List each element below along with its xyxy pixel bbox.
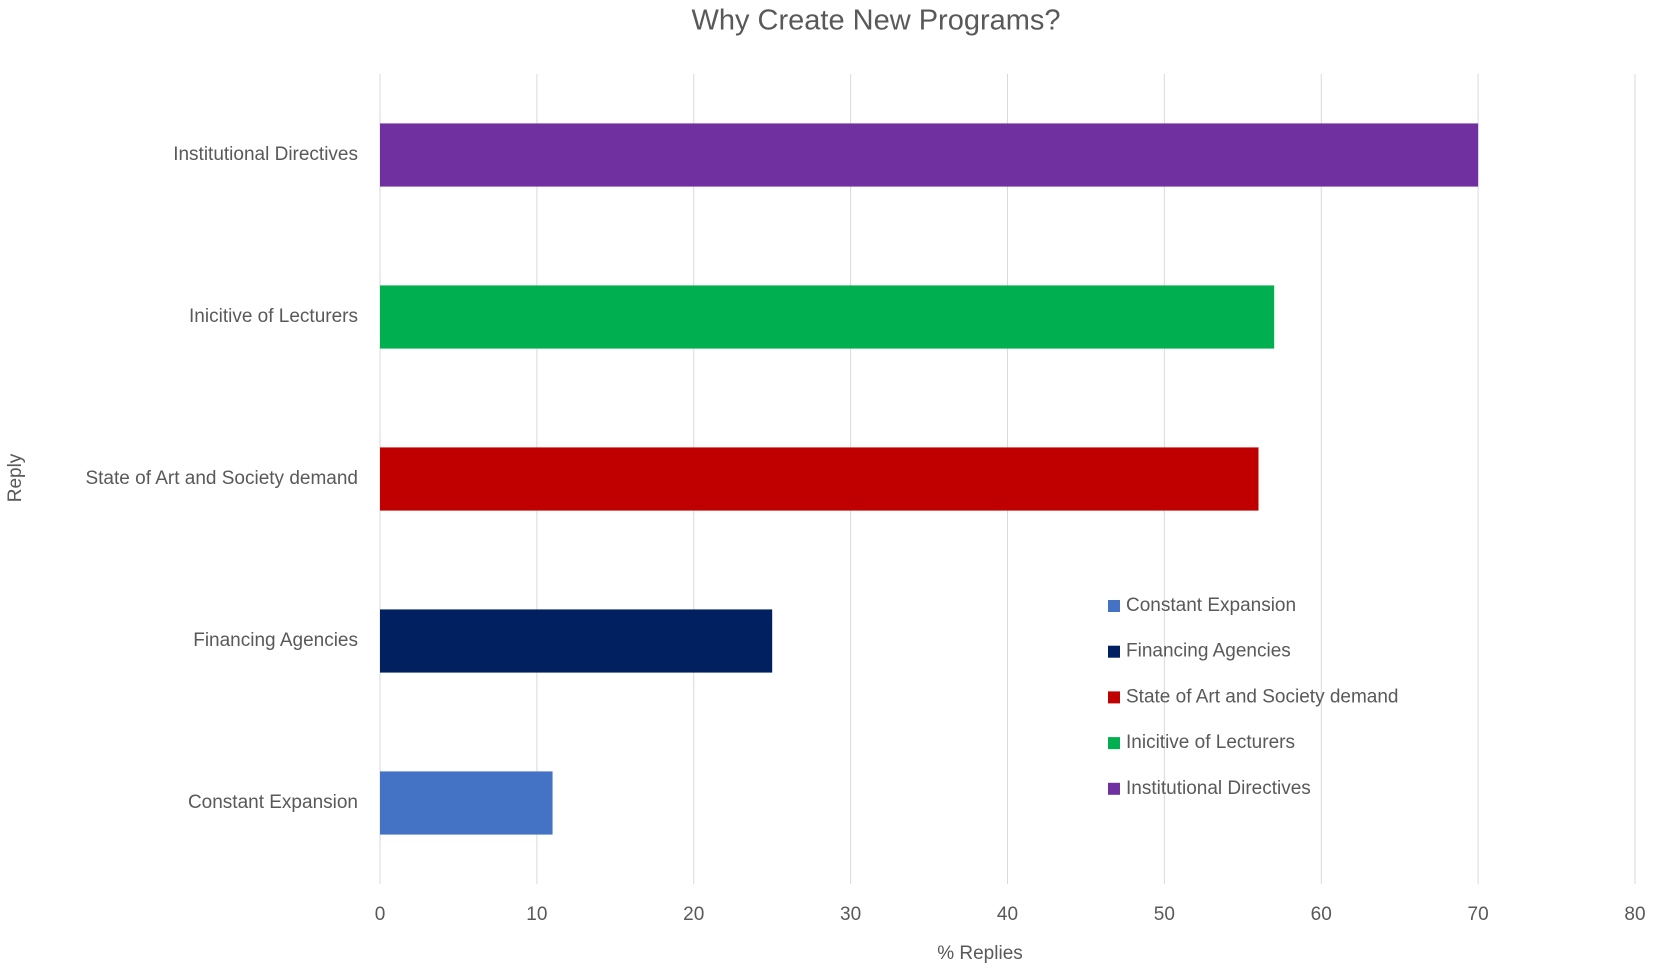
bar — [380, 609, 773, 673]
legend-label: Financing Agencies — [1126, 641, 1291, 662]
legend-label: Institutional Directives — [1126, 778, 1311, 799]
bar — [380, 285, 1275, 349]
legend-swatch — [1108, 737, 1120, 750]
legend-swatch — [1108, 645, 1120, 658]
legend-swatch — [1108, 600, 1120, 612]
x-tick-label: 60 — [1311, 904, 1332, 925]
x-tick-label: 30 — [840, 904, 861, 925]
chart-title: Why Create New Programs? — [691, 5, 1060, 37]
y-tick-label: Institutional Directives — [173, 144, 358, 165]
x-tick-label: 10 — [526, 904, 547, 925]
bar — [380, 123, 1479, 187]
x-tick-label: 40 — [997, 904, 1018, 925]
legend-swatch — [1108, 782, 1120, 795]
y-tick-label: Inicitive of Lecturers — [189, 306, 358, 327]
y-tick-label: State of Art and Society demand — [85, 468, 358, 489]
bar — [380, 447, 1259, 511]
y-axis-label: Reply — [5, 453, 26, 502]
legend-label: State of Art and Society demand — [1126, 686, 1399, 707]
x-axis-label: % Replies — [937, 943, 1023, 964]
legend-label: Inicitive of Lecturers — [1126, 732, 1295, 753]
x-tick-label: 50 — [1154, 904, 1175, 925]
y-tick-label: Constant Expansion — [188, 792, 358, 813]
legend-label: Constant Expansion — [1126, 595, 1296, 616]
x-tick-label: 0 — [375, 904, 386, 925]
legend-swatch — [1108, 691, 1120, 704]
x-tick-label: 80 — [1624, 904, 1645, 925]
x-tick-label: 70 — [1468, 904, 1489, 925]
y-tick-label: Financing Agencies — [193, 630, 358, 651]
bar — [380, 771, 553, 835]
x-tick-label: 20 — [683, 904, 704, 925]
